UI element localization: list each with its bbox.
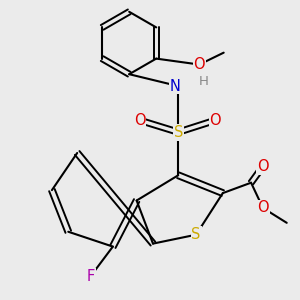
Text: O: O [257,159,269,174]
Text: O: O [134,113,146,128]
Text: F: F [86,269,95,284]
Text: S: S [191,227,201,242]
Text: O: O [194,57,205,72]
Text: H: H [199,75,208,88]
Text: S: S [173,125,183,140]
Text: O: O [257,200,269,215]
Text: N: N [170,79,181,94]
Text: O: O [210,113,221,128]
